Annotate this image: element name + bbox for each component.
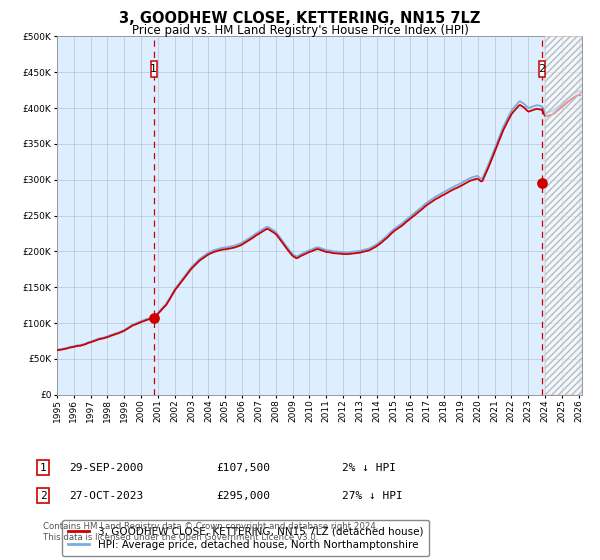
Text: 1: 1 xyxy=(150,64,157,74)
FancyBboxPatch shape xyxy=(539,62,545,77)
Text: 27% ↓ HPI: 27% ↓ HPI xyxy=(342,491,403,501)
Bar xyxy=(545,36,582,395)
Text: 27-OCT-2023: 27-OCT-2023 xyxy=(69,491,143,501)
Text: £295,000: £295,000 xyxy=(216,491,270,501)
Text: Contains HM Land Registry data © Crown copyright and database right 2024.: Contains HM Land Registry data © Crown c… xyxy=(43,522,379,531)
Text: £107,500: £107,500 xyxy=(216,463,270,473)
Text: This data is licensed under the Open Government Licence v3.0.: This data is licensed under the Open Gov… xyxy=(43,533,319,542)
Text: 2% ↓ HPI: 2% ↓ HPI xyxy=(342,463,396,473)
Text: 29-SEP-2000: 29-SEP-2000 xyxy=(69,463,143,473)
Point xyxy=(538,179,547,188)
Point xyxy=(149,313,158,322)
Text: 2: 2 xyxy=(40,491,47,501)
Text: 3, GOODHEW CLOSE, KETTERING, NN15 7LZ: 3, GOODHEW CLOSE, KETTERING, NN15 7LZ xyxy=(119,11,481,26)
Text: 1: 1 xyxy=(40,463,47,473)
Bar xyxy=(545,36,582,395)
Text: Price paid vs. HM Land Registry's House Price Index (HPI): Price paid vs. HM Land Registry's House … xyxy=(131,24,469,36)
Text: 2: 2 xyxy=(539,64,545,74)
Legend: 3, GOODHEW CLOSE, KETTERING, NN15 7LZ (detached house), HPI: Average price, deta: 3, GOODHEW CLOSE, KETTERING, NN15 7LZ (d… xyxy=(62,520,430,556)
FancyBboxPatch shape xyxy=(151,62,157,77)
